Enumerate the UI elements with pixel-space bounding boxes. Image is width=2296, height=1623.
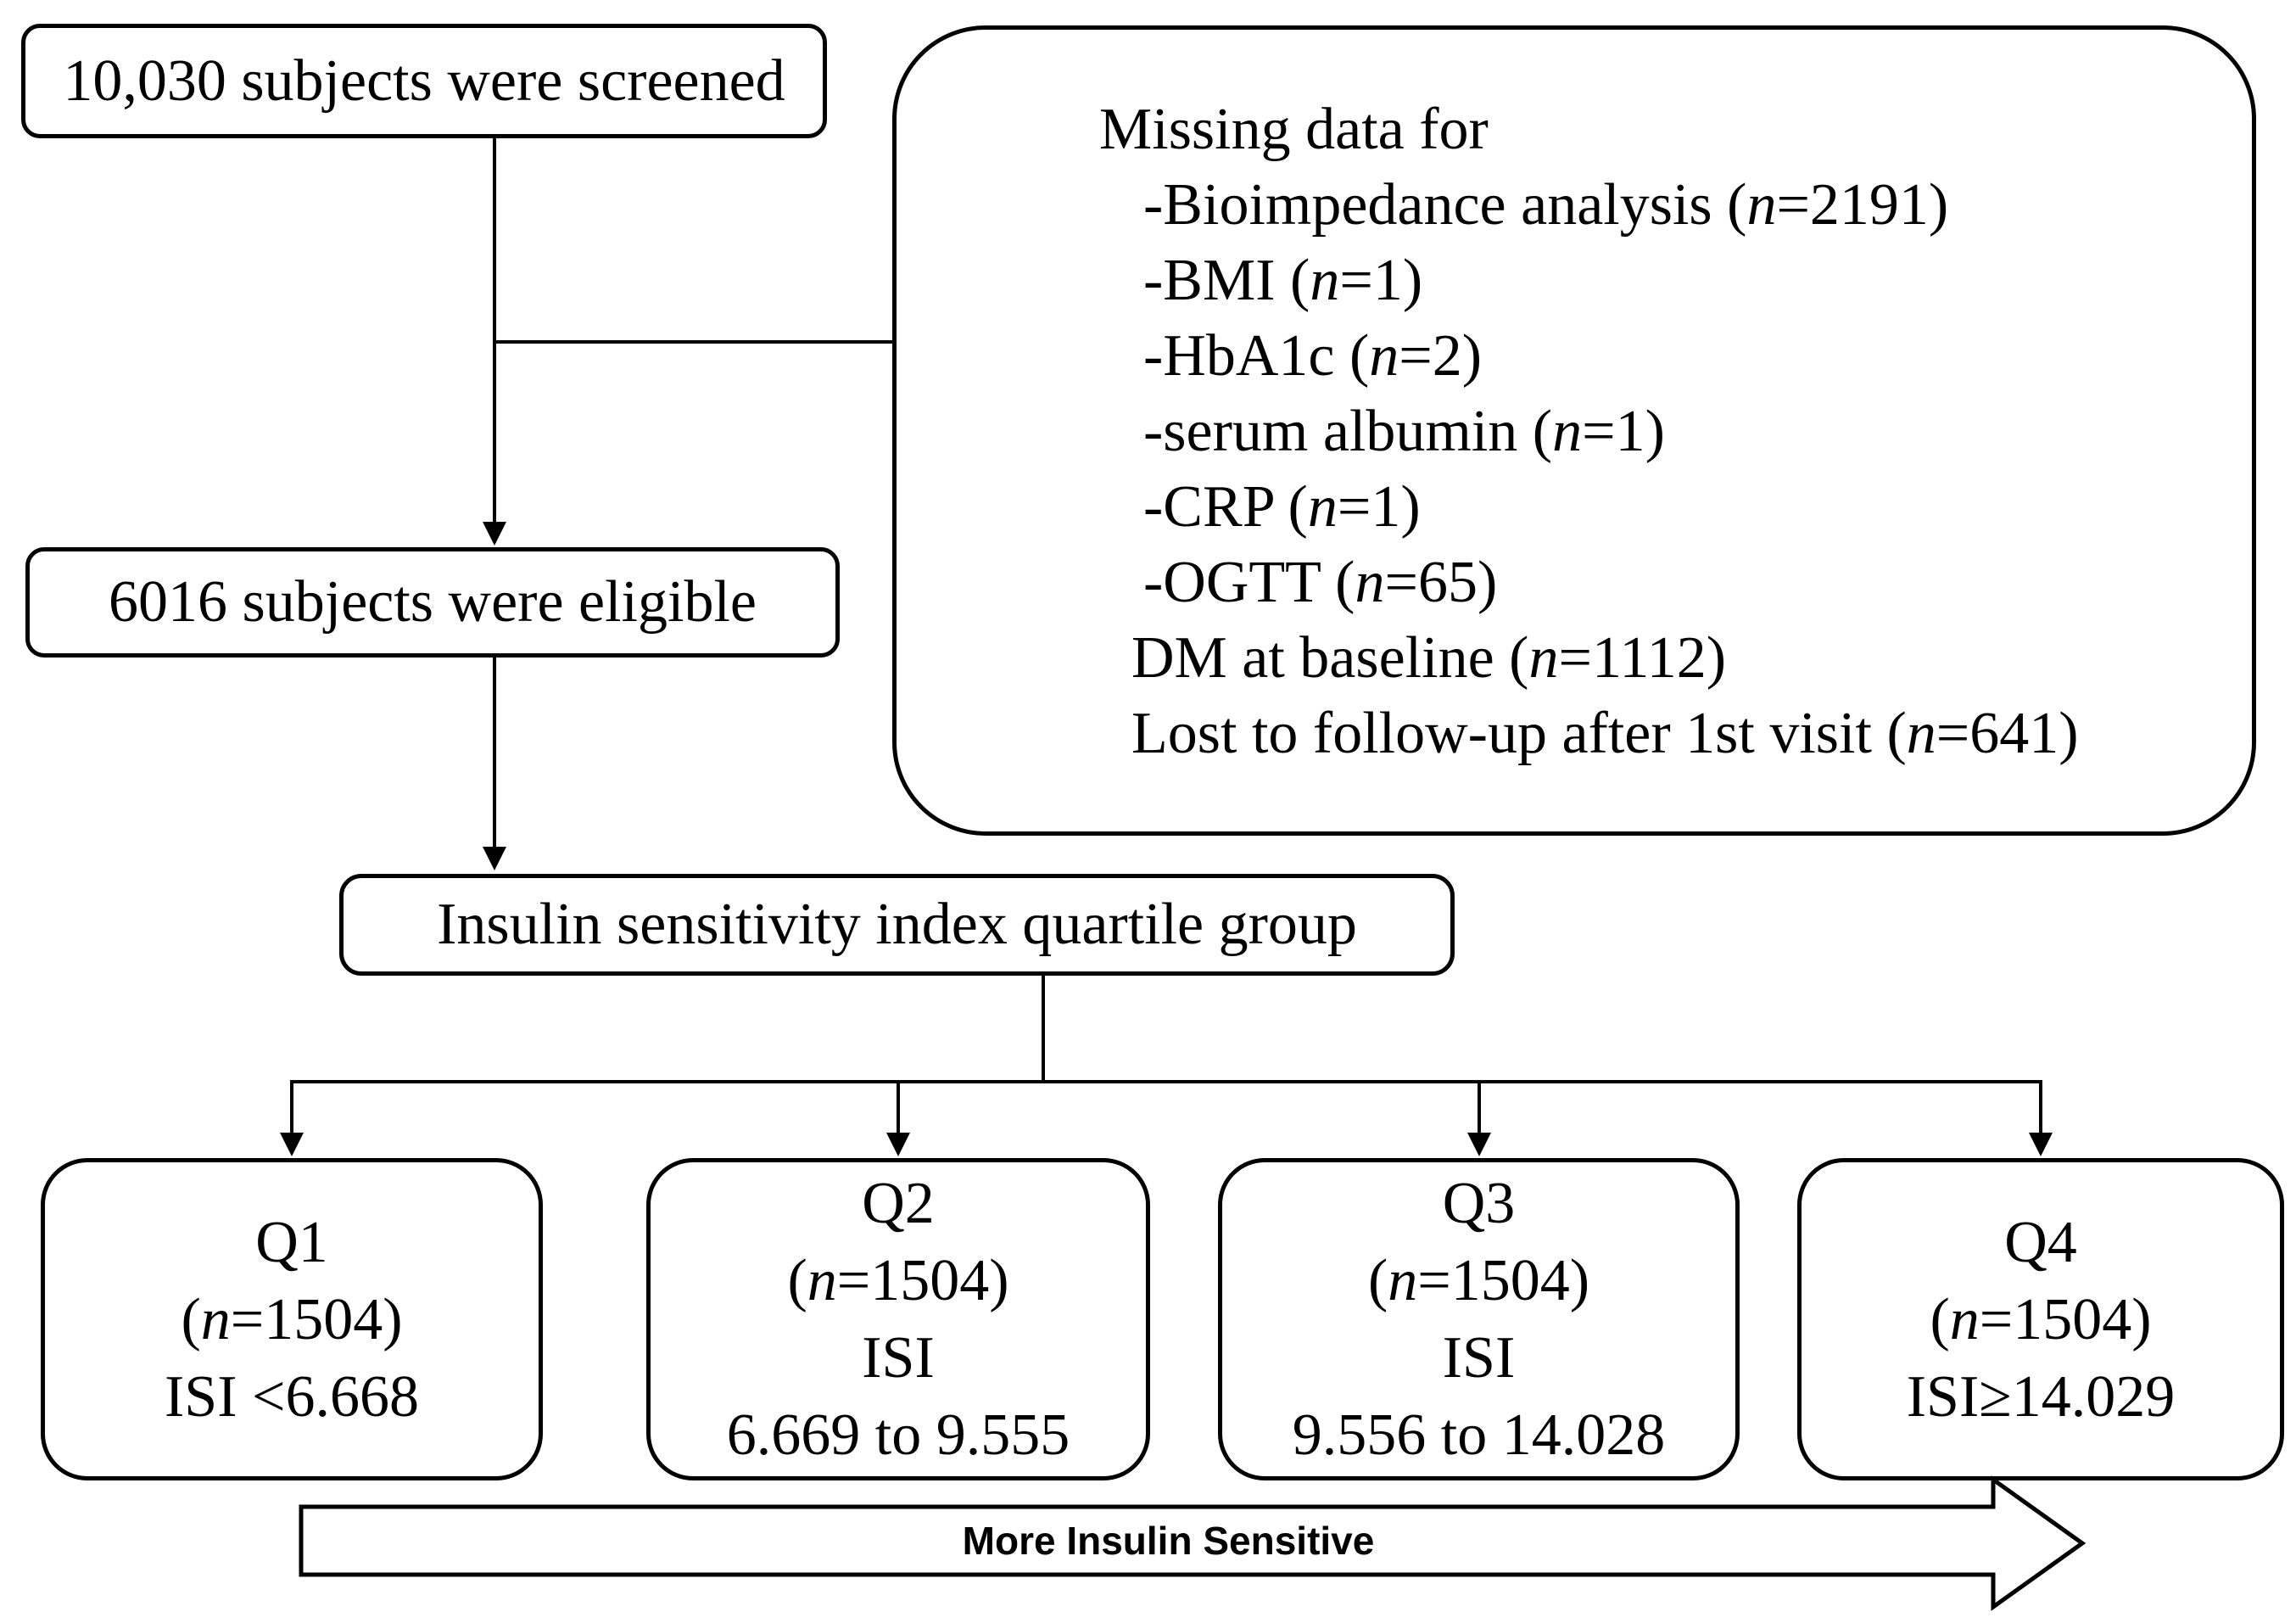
- q4-isi-range: ISI≥14.029: [1906, 1363, 2176, 1430]
- arrow-down-icon: [280, 1133, 304, 1156]
- q2-title: Q2: [862, 1171, 935, 1236]
- arrow-down-icon: [483, 522, 506, 546]
- q1-title: Q1: [255, 1209, 328, 1275]
- exclusion-box: [892, 25, 2256, 836]
- exclusion-box-text: Missing data for -Bioimpedance analysis …: [892, 25, 2256, 771]
- q3-title: Q3: [1442, 1171, 1516, 1236]
- q4-count: (n=1504): [1930, 1286, 2152, 1352]
- q3-count: (n=1504): [1367, 1248, 1590, 1313]
- exclusion-line: Missing data for: [1099, 97, 1489, 162]
- arrow-down-icon: [886, 1133, 910, 1156]
- connector-quartile-stem: [1042, 976, 1045, 1082]
- screened-box-label: 10,030 subjects were screened: [63, 48, 785, 114]
- quartile-box-q4: Q4 (n=1504) ISI≥14.029: [1797, 1158, 2284, 1480]
- quartile-group-box-label: Insulin sensitivity index quartile group: [437, 892, 1357, 957]
- q3-isi-range: 9.556 to 14.028: [1292, 1402, 1666, 1468]
- screened-box: 10,030 subjects were screened: [21, 24, 827, 138]
- connector-to-exclusion-box: [494, 340, 892, 344]
- more-insulin-sensitive-label: More Insulin Sensitive: [962, 1519, 1375, 1563]
- q4-title: Q4: [2004, 1209, 2077, 1275]
- q3-isi-label: ISI: [1442, 1325, 1516, 1391]
- more-insulin-sensitive-arrow: [254, 1468, 2120, 1623]
- connector-screened-to-eligible: [493, 138, 496, 524]
- q2-count: (n=1504): [787, 1248, 1009, 1313]
- branch-q3: [1478, 1082, 1481, 1133]
- q2-isi-label: ISI: [862, 1325, 935, 1391]
- eligible-box: 6016 subjects were eligible: [25, 547, 840, 658]
- arrow-down-icon: [483, 847, 506, 870]
- exclusion-line: -HbA1c (n=2): [1143, 323, 1483, 389]
- exclusion-line: DM at baseline (n=1112): [1131, 625, 1727, 691]
- arrow-down-icon: [1467, 1133, 1491, 1156]
- exclusion-line: -serum albumin (n=1): [1143, 399, 1665, 464]
- exclusion-line: -BMI (n=1): [1143, 248, 1423, 313]
- exclusion-line: -OGTT (n=65): [1143, 550, 1498, 615]
- quartile-box-q3: Q3 (n=1504) ISI 9.556 to 14.028: [1218, 1158, 1740, 1480]
- exclusion-line: Lost to follow-up after 1st visit (n=641…: [1131, 701, 2079, 766]
- exclusion-line: -CRP (n=1): [1143, 474, 1421, 540]
- connector-eligible-to-quartile: [493, 658, 496, 848]
- distribution-line: [290, 1080, 2042, 1083]
- quartile-group-box: Insulin sensitivity index quartile group: [339, 874, 1455, 976]
- exclusion-line: -Bioimpedance analysis (n=2191): [1143, 172, 1949, 238]
- quartile-box-q2: Q2 (n=1504) ISI 6.669 to 9.555: [646, 1158, 1150, 1480]
- q1-isi-range: ISI <6.668: [164, 1363, 420, 1430]
- quartile-box-q1: Q1 (n=1504) ISI <6.668: [41, 1158, 543, 1480]
- q2-isi-range: 6.669 to 9.555: [726, 1402, 1070, 1468]
- branch-q1: [290, 1082, 293, 1133]
- branch-q2: [897, 1082, 900, 1133]
- arrow-down-icon: [2029, 1133, 2053, 1156]
- right-arrow-icon: [299, 1475, 2087, 1611]
- eligible-box-label: 6016 subjects were eligible: [109, 569, 757, 635]
- branch-q4: [2039, 1082, 2042, 1133]
- q1-count: (n=1504): [181, 1286, 403, 1352]
